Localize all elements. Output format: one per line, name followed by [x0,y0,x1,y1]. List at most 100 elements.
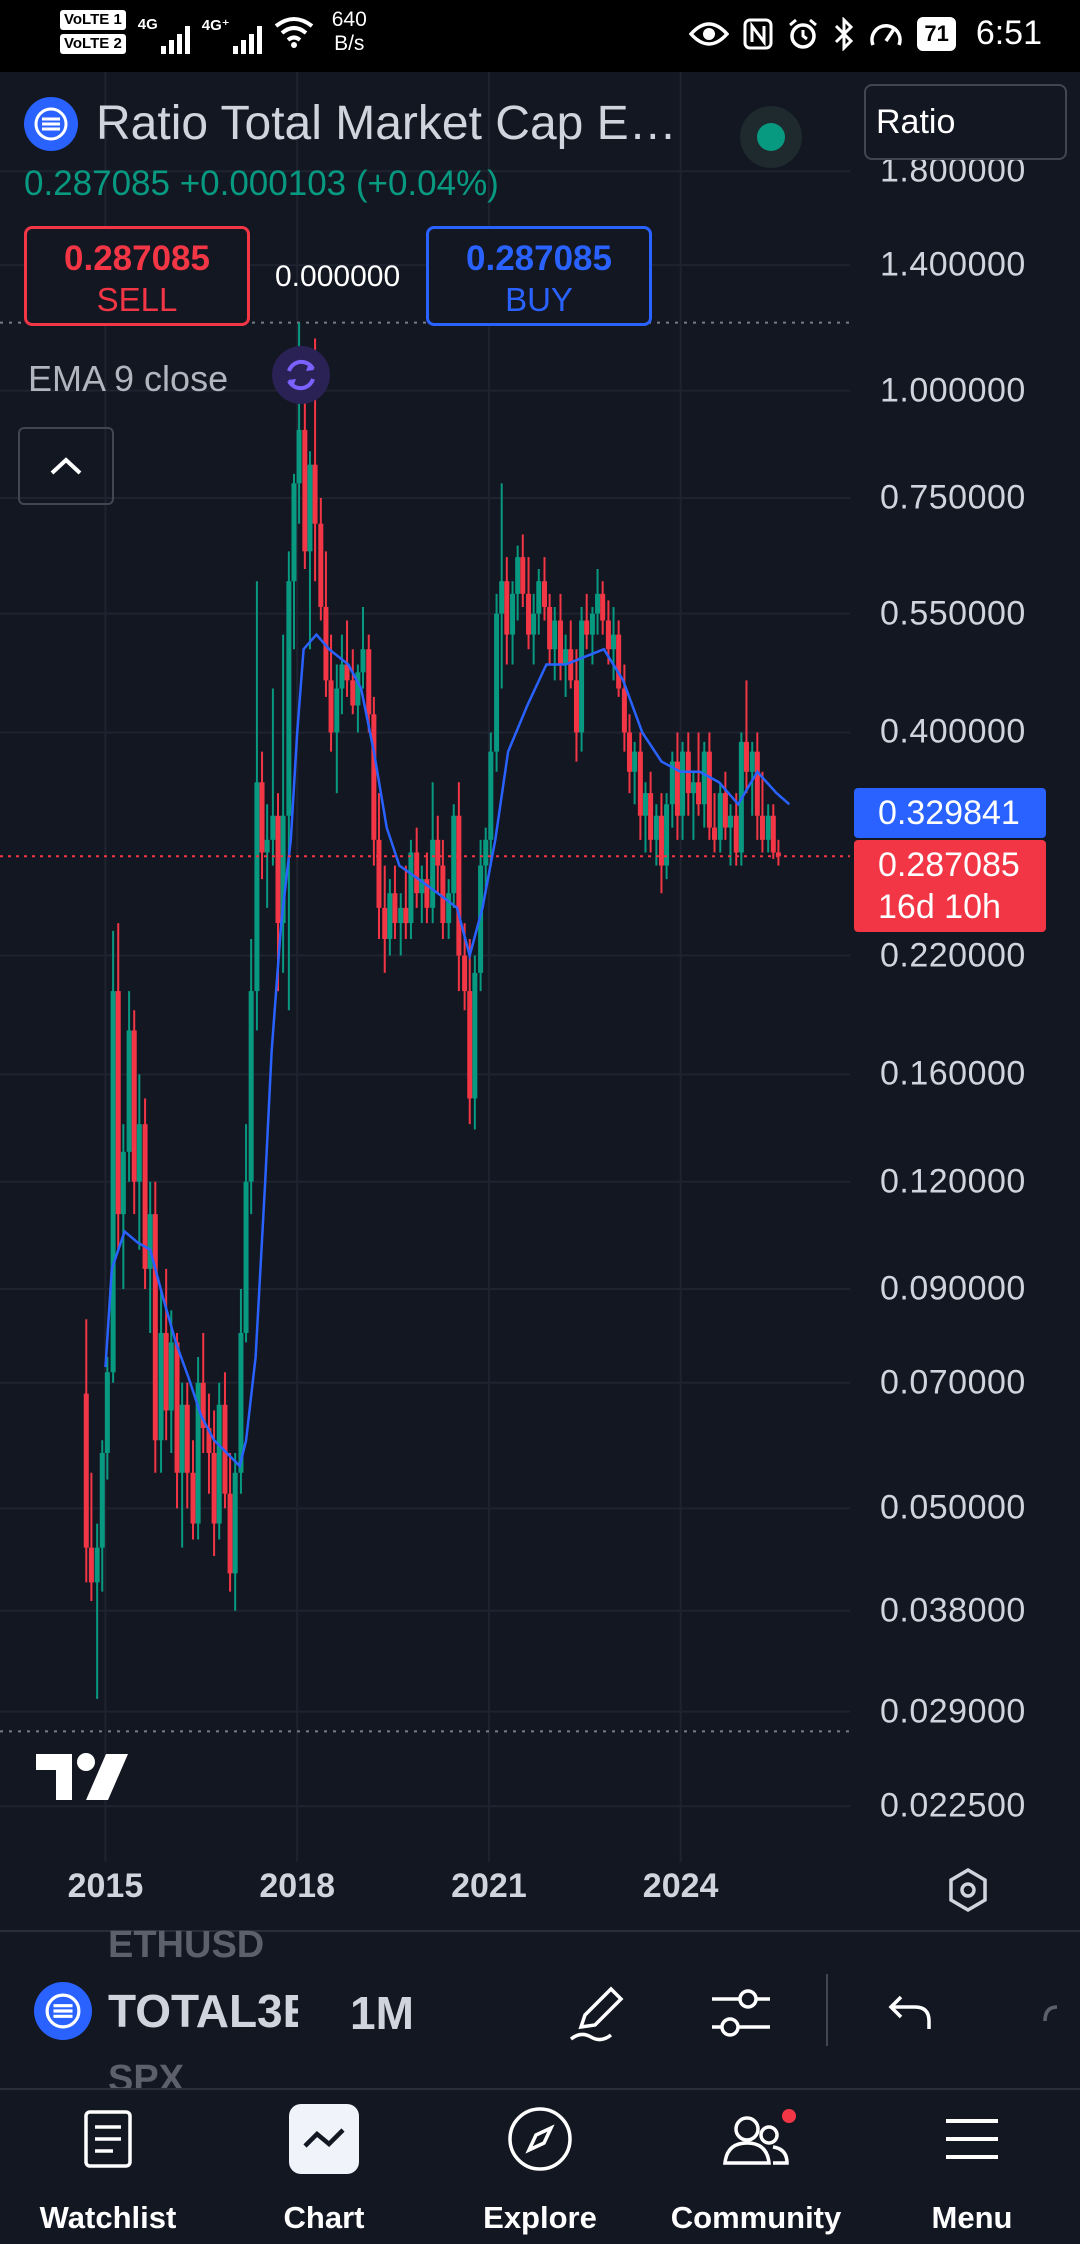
candle-body [669,761,675,805]
candle-body [360,649,366,673]
ema-line [104,632,791,1469]
nav-explore[interactable]: Explore [432,2090,648,2244]
price-tick-label: 1.000000 [880,371,1026,410]
candle-body [531,613,537,635]
candle-body [371,714,377,840]
nav-menu[interactable]: Menu [864,2090,1080,2244]
nav-community[interactable]: Community [648,2090,864,2244]
candle-body [190,1472,196,1524]
candle-body [765,815,771,840]
price-plot[interactable] [0,72,850,1862]
candle-body [430,839,436,908]
candle-body [275,815,281,924]
candle-body [733,815,739,853]
candle-body [706,751,712,828]
candle-body [727,815,733,828]
candle-body [414,852,420,894]
volte1-badge: VoLTE 1 [60,10,126,30]
market-status-icon[interactable] [740,106,802,168]
drawing-tools-button[interactable] [564,1980,630,2046]
candle-body [328,680,334,733]
symbol-logo-icon [24,96,78,151]
chart-area[interactable]: 1.800000 1.400000 1.000000 0.750000 0.550000… [0,72,1080,1930]
price-tick-label: 0.750000 [880,478,1026,517]
redo-button[interactable] [1028,1980,1080,2046]
speedometer-icon [870,23,903,46]
community-icon [721,2104,799,2174]
candle-body [775,852,781,857]
candle-body [584,620,590,635]
candle-body [499,581,505,614]
candle-body [232,1472,238,1574]
candle-body [318,523,324,607]
nav-chart[interactable]: Chart [216,2090,432,2244]
candle-body [600,593,606,621]
tradingview-logo [36,1753,128,1800]
candle-body [120,1151,126,1215]
signal-bars-icon [160,24,190,54]
symbol-logo-icon [34,1982,92,2040]
undo-button[interactable] [878,1980,944,2046]
buy-price: 0.287085 [466,239,612,278]
volte2-badge: VoLTE 2 [60,34,126,54]
candle-body [403,907,409,924]
candle-body [398,907,404,924]
candle-body [680,751,686,816]
chart-settings-button[interactable] [940,1862,996,1918]
candle-body [195,1382,201,1524]
symbol-title-row[interactable]: Ratio Total Market Cap E… [24,96,677,151]
buy-button[interactable]: 0.287085 BUY [426,226,652,326]
candle-body [286,581,292,816]
candle-body [552,620,558,650]
candle-body [557,620,563,665]
nav-watchlist[interactable]: Watchlist [0,2090,216,2244]
undo-icon [888,1995,931,2029]
candle-body [446,893,452,924]
candle-body [605,620,611,650]
candle-body [653,815,659,840]
eye-icon [689,21,730,46]
candle-body [542,581,548,607]
candle-body [712,827,718,840]
price-change: 0.287085 +0.000103 (+0.04%) [24,164,499,203]
candle-body [168,1342,174,1411]
candle-body [366,649,372,715]
price-tick-label: 0.070000 [880,1363,1026,1402]
watchlist-icon [73,2104,143,2174]
candle-body [88,1547,94,1583]
nav-community-label: Community [670,2200,842,2235]
candle-body [264,839,270,853]
candle-body [296,429,302,484]
network-type-1: 4G [137,16,158,33]
collapse-legend-button[interactable] [18,427,114,505]
candle-body [754,751,760,816]
indicator-label[interactable]: EMA 9 close [28,358,229,399]
hexagon-settings-icon [949,1867,987,1913]
indicators-button[interactable] [708,1980,774,2046]
sell-button[interactable]: 0.287085 SELL [24,226,250,326]
notification-dot [779,2106,799,2126]
symbol-ticker[interactable]: TOTAL3E [108,1985,298,2037]
alarm-icon [789,18,818,49]
spread-value: 0.000000 [275,260,401,293]
candle-body [211,1452,217,1524]
symbol-selector[interactable]: TOTAL3E [34,1982,298,2040]
time-tick-label: 2018 [259,1867,335,1905]
loading-spinner-icon [272,346,330,404]
candle-body [382,907,388,939]
candle-body [291,483,297,582]
bottom-navigation: Watchlist Chart Explore Community Menu [0,2088,1080,2244]
symbol-picker-prev[interactable]: ETHUSD [108,1924,265,1966]
sim1-signal: 4G [138,10,190,54]
nav-menu-label: Menu [931,2200,1013,2235]
candle-body [456,815,462,956]
symbol-title[interactable]: Ratio Total Market Cap E… [96,97,677,150]
redo-icon [1043,2005,1058,2022]
candle-body [126,1030,132,1152]
interval-selector[interactable]: 1M [350,1987,414,2039]
candle-body [616,634,622,689]
candle-body [115,991,121,1215]
price-axis[interactable]: 1.800000 1.400000 1.000000 0.750000 0.550000… [850,72,1080,1862]
candle-body [131,1030,137,1182]
scale-mode-selector[interactable]: Ratio [864,84,1067,160]
